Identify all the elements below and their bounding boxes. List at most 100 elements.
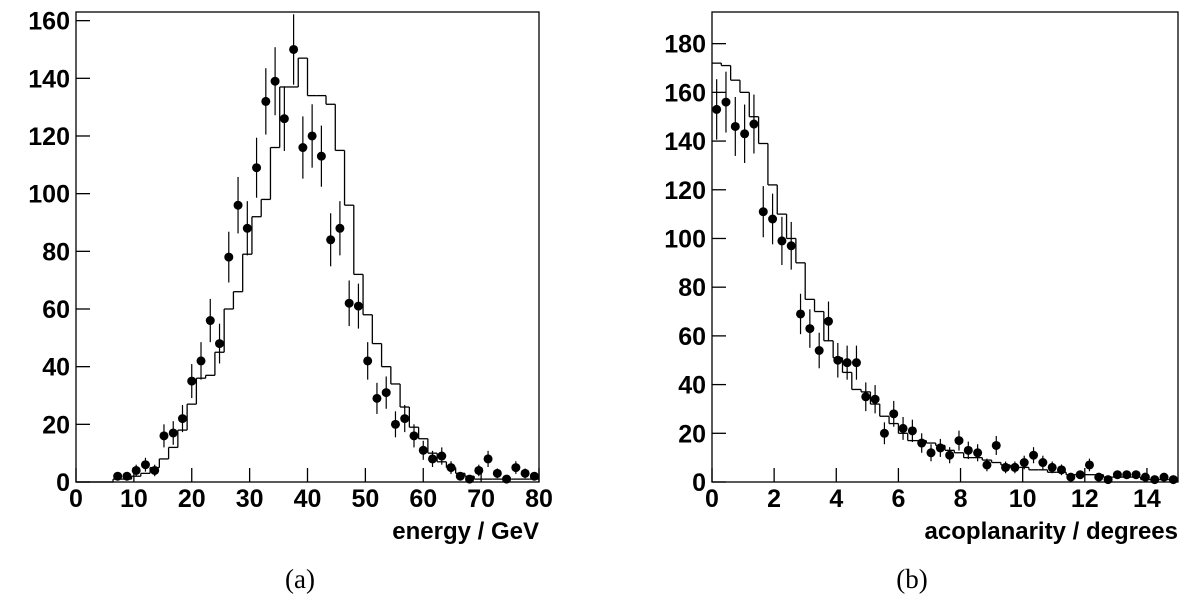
- y-tick-label: 20: [42, 411, 70, 439]
- y-tick-label: 80: [42, 238, 70, 266]
- data-point: [1140, 472, 1150, 482]
- data-point: [721, 97, 731, 107]
- x-axis-label: acoplanarity / degrees: [925, 518, 1178, 545]
- data-point: [177, 414, 187, 424]
- x-tick-label: 6: [891, 485, 905, 513]
- data-point: [224, 252, 234, 262]
- data-point: [335, 223, 345, 233]
- x-tick-label: 10: [1009, 485, 1037, 513]
- data-point: [1150, 475, 1160, 485]
- data-point: [991, 440, 1001, 450]
- data-point: [131, 465, 141, 475]
- data-point: [316, 151, 326, 161]
- data-point: [926, 448, 936, 458]
- data-point: [372, 393, 382, 403]
- data-point: [418, 445, 428, 455]
- data-point: [824, 316, 833, 326]
- data-point: [861, 392, 871, 402]
- data-point: [465, 474, 475, 484]
- data-point: [1019, 458, 1029, 468]
- data-point: [730, 121, 740, 131]
- y-tick-label: 60: [678, 323, 706, 351]
- data-point: [712, 104, 722, 114]
- data-point: [252, 163, 262, 173]
- data-point: [298, 143, 308, 153]
- x-tick-label: 80: [525, 485, 553, 513]
- data-point: [945, 450, 955, 460]
- data-point: [215, 339, 225, 349]
- data-point: [1122, 470, 1132, 480]
- data-point: [749, 119, 759, 129]
- data-point: [187, 376, 197, 386]
- data-point: [390, 419, 400, 429]
- data-point: [289, 44, 299, 54]
- data-point: [1001, 462, 1011, 472]
- x-tick-label: 30: [236, 485, 264, 513]
- data-point: [242, 223, 252, 233]
- data-point: [474, 465, 484, 475]
- data-point: [353, 301, 363, 311]
- x-tick-label: 40: [294, 485, 322, 513]
- data-point: [758, 207, 768, 217]
- data-point: [363, 356, 373, 366]
- x-tick-label: 4: [829, 485, 843, 513]
- x-tick-label: 70: [467, 485, 495, 513]
- y-tick-label: 140: [28, 65, 70, 93]
- y-tick-label: 120: [664, 177, 706, 205]
- data-point: [768, 214, 778, 224]
- data-point: [1066, 472, 1076, 482]
- data-point: [168, 428, 178, 438]
- data-point: [879, 428, 889, 438]
- x-tick-label: 12: [1071, 485, 1099, 513]
- data-point: [935, 443, 945, 453]
- data-point: [446, 463, 456, 473]
- data-point: [740, 129, 750, 139]
- y-tick-label: 140: [664, 128, 706, 156]
- data-point: [973, 448, 983, 458]
- data-point: [907, 426, 917, 436]
- x-tick-label: 14: [1133, 485, 1161, 513]
- data-point: [159, 431, 169, 441]
- x-tick-label: 0: [69, 485, 83, 513]
- data-point: [814, 345, 824, 355]
- data-point: [122, 471, 132, 481]
- x-tick-label: 10: [120, 485, 148, 513]
- data-point: [1075, 470, 1085, 480]
- data-point: [1010, 462, 1020, 472]
- x-tick-label: 0: [705, 485, 719, 513]
- y-tick-label: 160: [664, 79, 706, 107]
- y-tick-label: 40: [42, 354, 70, 382]
- x-tick-label: 8: [954, 485, 968, 513]
- y-tick-label: 160: [28, 8, 70, 36]
- y-tick-label: 0: [692, 469, 706, 497]
- data-point: [833, 355, 843, 365]
- plot-frame: [711, 11, 1179, 483]
- data-point: [455, 471, 465, 481]
- data-point: [870, 394, 880, 404]
- data-point: [1112, 470, 1122, 480]
- x-tick-label: 2: [767, 485, 781, 513]
- data-point: [326, 235, 336, 245]
- data-point: [529, 471, 539, 481]
- caption: (a): [285, 564, 315, 594]
- data-point: [1103, 475, 1113, 485]
- data-point: [279, 114, 289, 124]
- y-tick-label: 40: [678, 372, 706, 400]
- data-point: [196, 356, 206, 366]
- data-point: [502, 474, 512, 484]
- data-point: [400, 414, 410, 424]
- data-point: [982, 460, 992, 470]
- data-point: [954, 436, 964, 446]
- data-point: [520, 468, 530, 478]
- data-point: [511, 463, 521, 473]
- data-point: [1094, 472, 1104, 482]
- data-point: [261, 96, 271, 106]
- y-tick-label: 120: [28, 123, 70, 151]
- data-point: [1131, 470, 1141, 480]
- data-point: [1159, 472, 1169, 482]
- data-point: [492, 468, 502, 478]
- y-tick-label: 20: [678, 420, 706, 448]
- data-point: [140, 460, 150, 470]
